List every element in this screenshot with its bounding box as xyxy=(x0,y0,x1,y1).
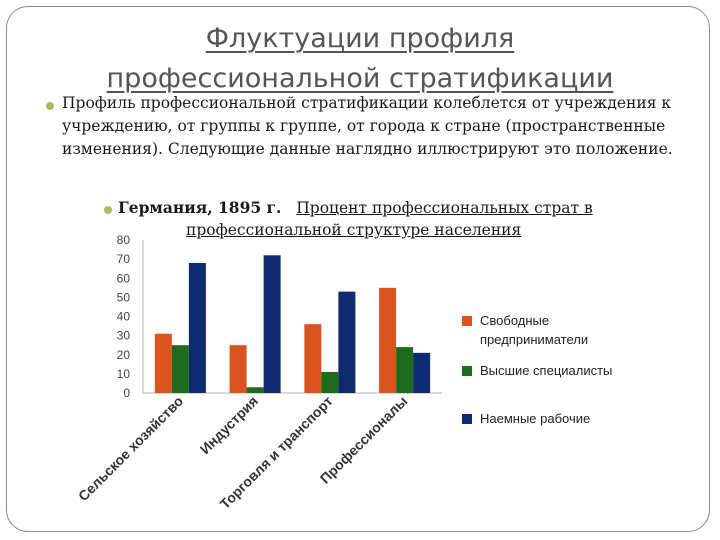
sub-bullet-dot-icon xyxy=(104,206,112,214)
bullet-dot-icon xyxy=(46,102,54,110)
chart-caption-part1: Процент профессиональных страт в xyxy=(296,199,593,217)
slide-title-line2: профессиональной стратификации xyxy=(106,63,614,94)
slide-frame xyxy=(6,6,710,532)
sub-bullet-country-year: Германия, 1895 г. xyxy=(118,198,282,217)
bullet-paragraph: Профиль профессиональной стратификации к… xyxy=(62,94,673,158)
legend-label: Высшие специалисты xyxy=(480,363,613,378)
legend-label: Свободные предприниматели xyxy=(480,313,589,347)
legend-swatch xyxy=(462,366,472,376)
slide-title-line1: Флуктуации профиля xyxy=(205,23,515,54)
legend-label: Наемные рабочие xyxy=(480,411,591,426)
sub-bullet-line: Германия, 1895 г. Процент профессиональн… xyxy=(118,198,593,217)
legend-swatch xyxy=(462,316,472,326)
chart-caption-part2: профессиональной структуре населения xyxy=(186,221,522,239)
legend-swatch xyxy=(462,414,472,424)
